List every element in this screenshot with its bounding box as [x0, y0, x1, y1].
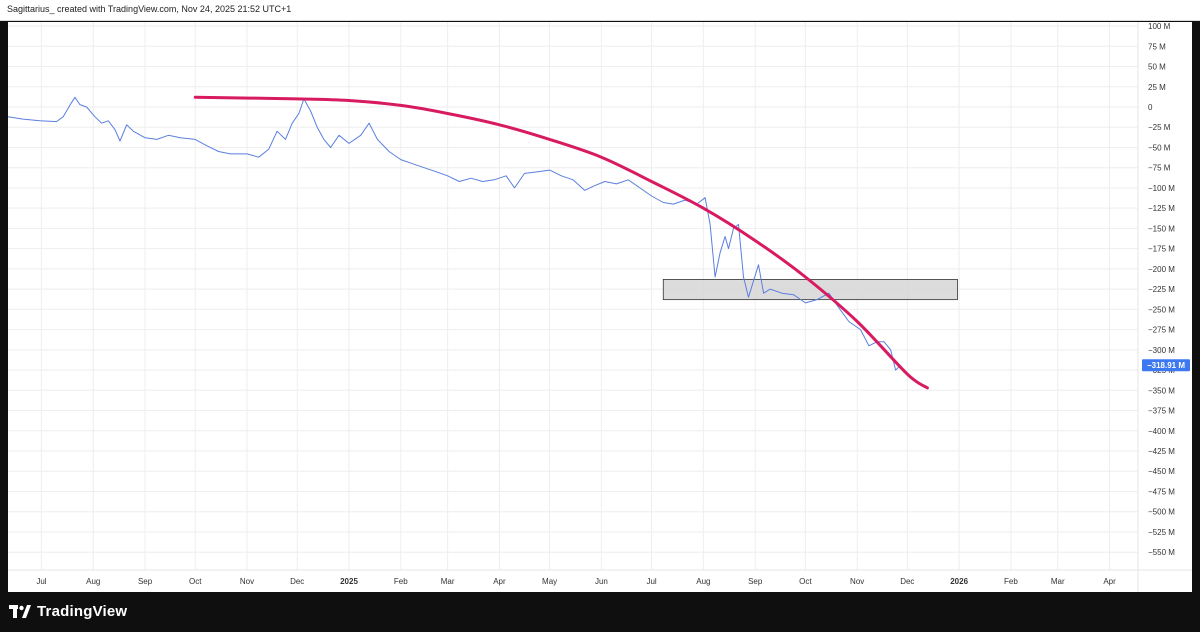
- y-tick-label: −425 M: [1148, 447, 1175, 456]
- chart-header: Sagittarius_ created with TradingView.co…: [0, 0, 1200, 21]
- y-tick-label: −550 M: [1148, 548, 1175, 557]
- brand[interactable]: TradingView: [9, 603, 127, 620]
- y-tick-label: −450 M: [1148, 467, 1175, 476]
- x-tick-label: Aug: [86, 577, 100, 586]
- x-tick-label: May: [542, 577, 557, 586]
- y-tick-label: −350 M: [1148, 386, 1175, 395]
- x-tick-label: Oct: [189, 577, 202, 586]
- x-tick-label: Jul: [646, 577, 656, 586]
- x-tick-label: Jun: [595, 577, 608, 586]
- series-line: [8, 96, 901, 371]
- chart-caption: Sagittarius_ created with TradingView.co…: [7, 4, 292, 14]
- y-tick-label: −200 M: [1148, 265, 1175, 274]
- x-tick-label: Apr: [1103, 577, 1116, 586]
- last-value-tag: [1142, 359, 1190, 372]
- y-tick-label: −100 M: [1148, 184, 1175, 193]
- y-tick-label: 50 M: [1148, 63, 1166, 72]
- y-tick-label: −225 M: [1148, 285, 1175, 294]
- y-tick-label: −400 M: [1148, 427, 1175, 436]
- y-tick-label: −150 M: [1148, 224, 1175, 233]
- x-tick-label: Dec: [900, 577, 914, 586]
- x-tick-label: 2026: [950, 577, 968, 586]
- y-tick-label: −275 M: [1148, 326, 1175, 335]
- y-tick-label: 75 M: [1148, 42, 1166, 51]
- x-tick-label: Nov: [240, 577, 254, 586]
- x-tick-label: Aug: [696, 577, 710, 586]
- y-tick-label: −300 M: [1148, 346, 1175, 355]
- trend-arc: [193, 95, 929, 390]
- y-tick-label: 25 M: [1148, 83, 1166, 92]
- y-tick-label: −125 M: [1148, 204, 1175, 213]
- y-tick-label: 100 M: [1148, 22, 1171, 31]
- chart-area[interactable]: 100 M 75 M 50 M 25 M 0 −25 M −50 M −75 M −100 M −…: [8, 22, 1192, 592]
- y-tick-label: −25 M: [1148, 123, 1171, 132]
- y-tick-label: −500 M: [1148, 508, 1175, 517]
- x-tick-label: Dec: [290, 577, 304, 586]
- y-tick-label: −175 M: [1148, 245, 1175, 254]
- y-tick-label: −75 M: [1148, 164, 1171, 173]
- y-tick-label: 0: [1148, 103, 1153, 112]
- y-tick-label: −375 M: [1148, 407, 1175, 416]
- footer-bar: TradingView: [0, 592, 1200, 632]
- line-chart[interactable]: 100 M 75 M 50 M 25 M 0 −25 M −50 M −75 M −100 M −…: [8, 22, 1192, 592]
- x-tick-label: Jul: [36, 577, 46, 586]
- x-tick-label: Feb: [394, 577, 408, 586]
- x-tick-label: 2025: [340, 577, 358, 586]
- x-tick-label: Sep: [138, 577, 153, 586]
- x-tick-label: Feb: [1004, 577, 1018, 586]
- brand-name: TradingView: [37, 603, 128, 620]
- y-tick-label: −50 M: [1148, 143, 1171, 152]
- x-tick-label: Sep: [748, 577, 763, 586]
- y-tick-label: −525 M: [1148, 528, 1175, 537]
- x-tick-label: Mar: [441, 577, 455, 586]
- x-tick-label: Mar: [1051, 577, 1065, 586]
- y-tick-label: −475 M: [1148, 487, 1175, 496]
- y-tick-label: −250 M: [1148, 305, 1175, 314]
- x-tick-label: Oct: [799, 577, 812, 586]
- x-tick-label: Apr: [493, 577, 506, 586]
- tradingview-logo-icon: [9, 604, 31, 618]
- x-tick-label: Nov: [850, 577, 864, 586]
- last-value-label: −318.91 M: [1147, 361, 1185, 370]
